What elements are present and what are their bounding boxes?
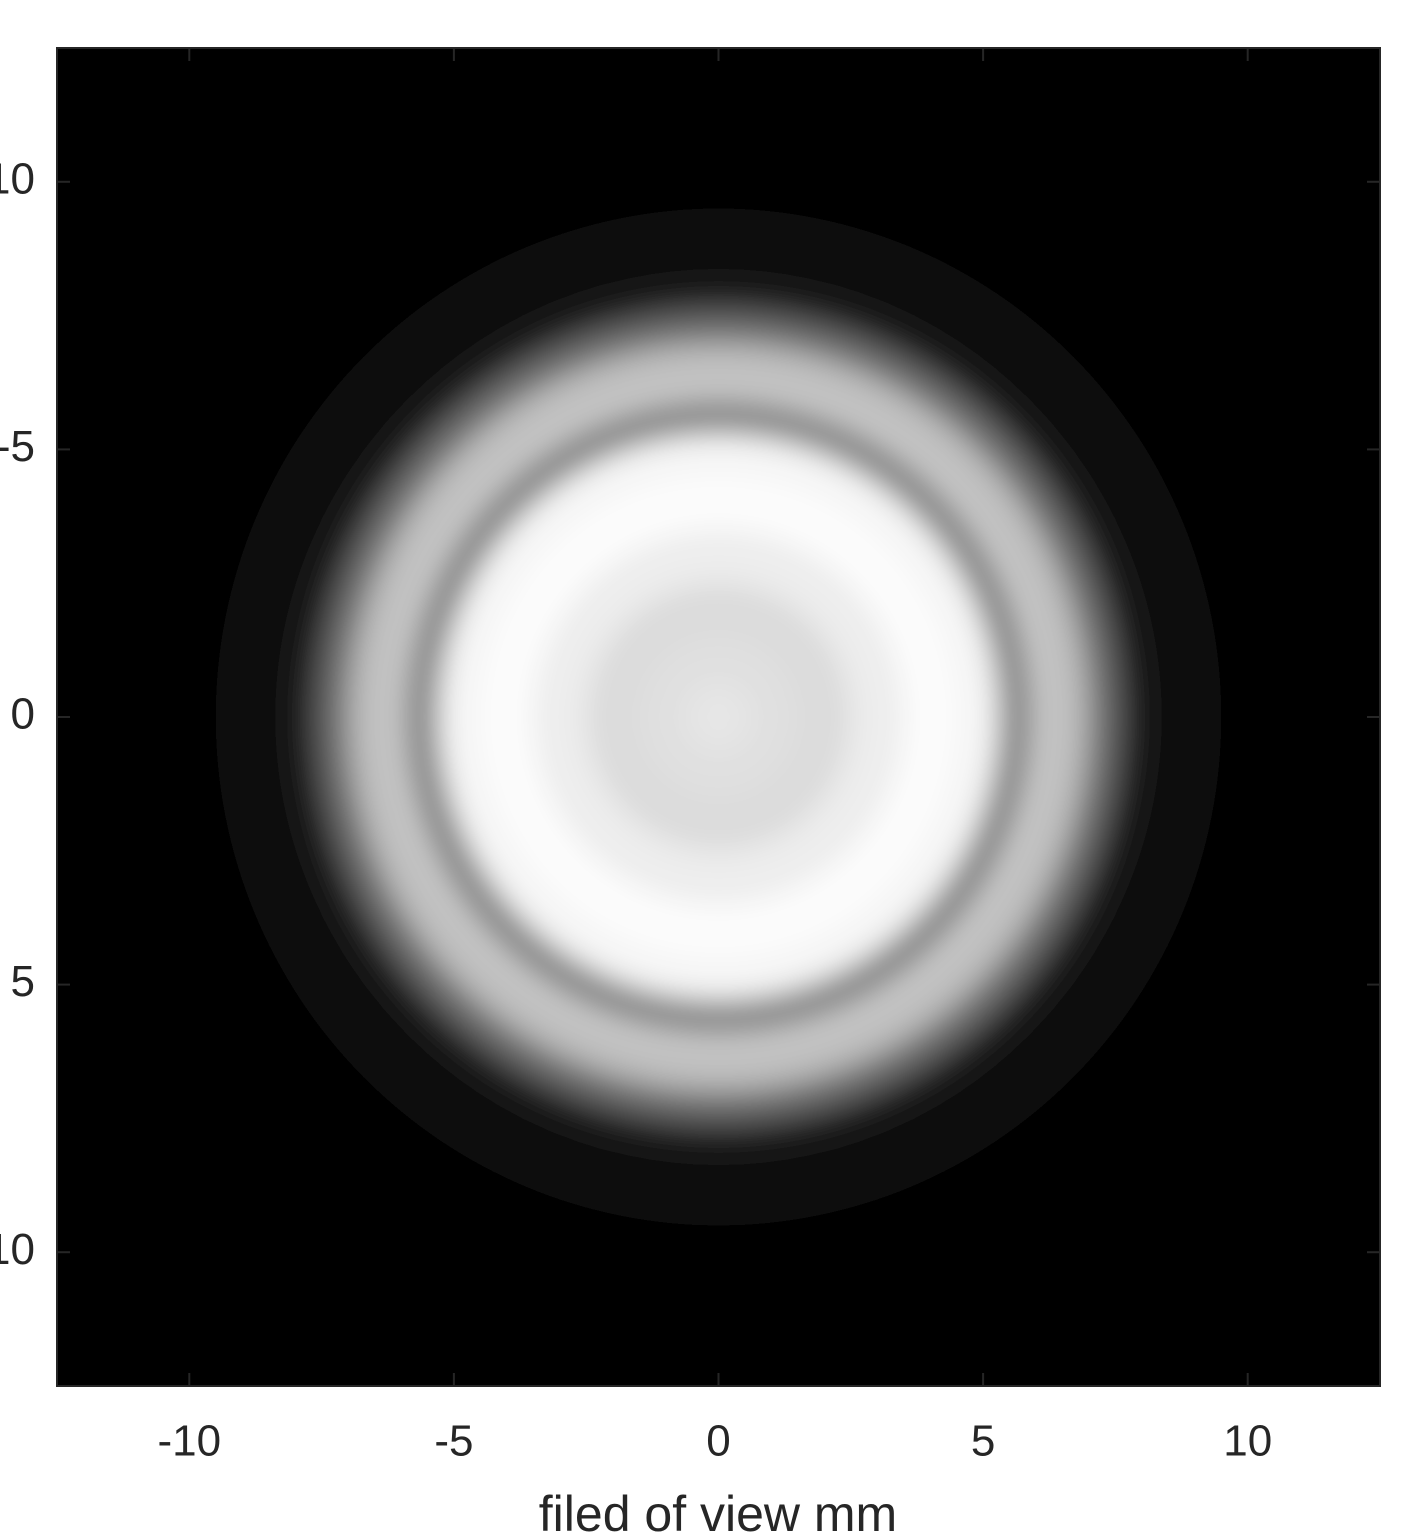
y-tick-label: 5	[11, 957, 35, 1006]
page: {"chart_data": {"type": "image", "xlabel…	[0, 0, 1406, 1540]
x-tick-label: -10	[158, 1417, 222, 1466]
y-tick-label: 10	[0, 1225, 35, 1274]
y-tick-label: -5	[0, 422, 35, 471]
x-tick-label: 10	[1223, 1417, 1272, 1466]
x-tick-label: 5	[971, 1417, 995, 1466]
chart: -10 -5 0 5 10 -10 -5 0 5 10 filed of view mm	[0, 0, 1406, 1540]
y-tick-label: -10	[0, 154, 35, 203]
intensity-ring	[687, 685, 751, 749]
rings	[189, 182, 1247, 1252]
image	[189, 182, 1247, 1252]
y-tick-label: 0	[11, 690, 35, 739]
x-tick-label: -5	[434, 1417, 473, 1466]
x-tick-label: 0	[706, 1417, 730, 1466]
x-axis-label: filed of view mm	[539, 1486, 897, 1540]
